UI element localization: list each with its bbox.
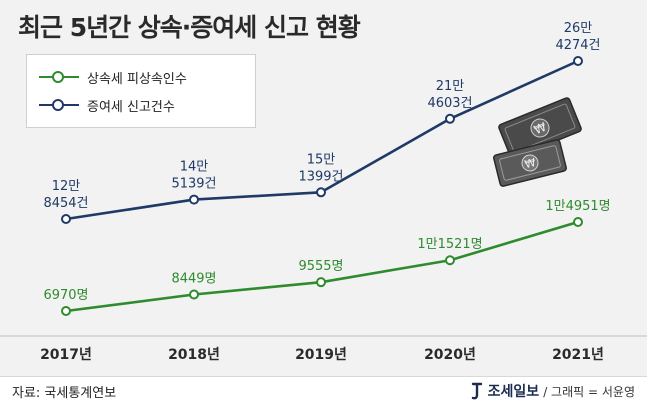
data-label-gift-3: 15만 1399건 — [298, 152, 343, 184]
data-label-gift-4: 21만 4603건 — [427, 79, 472, 111]
jose-ilbo-mark-icon — [471, 382, 482, 400]
data-label-inheritance-5: 1만4951명 — [545, 199, 610, 214]
x-tick-label-5: 2021년 — [552, 347, 604, 363]
data-point-gift-5 — [573, 56, 583, 66]
brand: 조세일보 / 그래픽 = 서윤영 — [470, 381, 635, 401]
legend-item-inheritance: 상속세 피상속인수 — [39, 67, 187, 87]
data-point-inheritance-3 — [316, 277, 326, 288]
svg-text:₩: ₩ — [523, 156, 537, 171]
brand-logo: 조세일보 — [487, 384, 540, 400]
legend-label-gift: 증여세 신고건수 — [87, 99, 175, 115]
data-point-gift-2 — [189, 194, 199, 205]
x-tick-label-1: 2017년 — [40, 347, 92, 363]
x-tick-label-3: 2019년 — [295, 347, 347, 363]
svg-text:₩: ₩ — [532, 120, 548, 137]
data-point-inheritance-2 — [189, 289, 199, 300]
korean-won-banknotes-icon: ₩ ₩ — [493, 97, 582, 187]
legend-swatch-inheritance — [39, 70, 79, 84]
data-point-gift-3 — [316, 187, 326, 198]
data-point-inheritance-5 — [573, 217, 583, 227]
graphic-credit: / 그래픽 = 서윤영 — [543, 384, 635, 399]
data-label-inheritance-1: 6970명 — [43, 288, 88, 303]
data-point-gift-4 — [445, 113, 455, 124]
data-label-gift-5: 26만 4274건 — [555, 21, 600, 53]
legend-item-gift: 증여세 신고건수 — [39, 95, 175, 115]
x-tick-label-2: 2018년 — [168, 347, 220, 363]
data-label-inheritance-4: 1만1521명 — [417, 237, 482, 252]
data-label-inheritance-3: 9555명 — [298, 259, 343, 274]
x-tick-label-4: 2020년 — [424, 347, 476, 363]
data-label-gift-2: 14만 5139건 — [171, 160, 216, 192]
data-point-gift-1 — [61, 214, 71, 224]
legend: 상속세 피상속인수 증여세 신고건수 — [26, 54, 256, 128]
line-chart: ₩ ₩ 6970명 8449명 9555명 1만1521명 1만4951명 12만 8454… — [0, 21, 647, 363]
legend-swatch-gift — [39, 98, 79, 112]
data-point-inheritance-1 — [61, 306, 71, 316]
footer: 자료: 국세통계연보 조세일보 / 그래픽 = 서윤영 — [0, 376, 647, 404]
source-note: 자료: 국세통계연보 — [12, 386, 117, 401]
legend-label-inheritance: 상속세 피상속인수 — [87, 71, 187, 87]
data-label-inheritance-2: 8449명 — [171, 272, 216, 287]
data-point-inheritance-4 — [445, 255, 455, 266]
data-label-gift-1: 12만 8454건 — [43, 179, 88, 211]
chart-title: 최근 5년간 상속·증여세 신고 현황 — [18, 13, 361, 42]
